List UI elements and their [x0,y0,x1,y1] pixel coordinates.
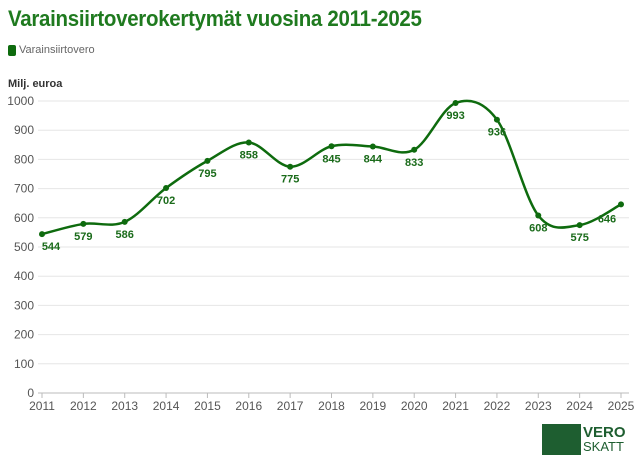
y-tick-label: 400 [14,269,34,283]
y-tick-label: 300 [14,298,34,312]
y-tick-label: 1000 [7,94,34,108]
data-point [245,139,252,146]
x-tick-label: 2014 [153,399,180,413]
data-label: 936 [488,127,506,139]
data-label: 833 [405,157,423,169]
x-tick-label: 2024 [566,399,593,413]
x-tick-label: 2023 [525,399,552,413]
y-tick-label: 800 [14,152,34,166]
x-tick-label: 2012 [70,399,97,413]
y-tick-label: 900 [14,123,34,137]
data-point [287,163,294,170]
y-tick-label: 0 [27,386,34,400]
x-tick-label: 2025 [608,399,635,413]
data-label: 993 [446,110,464,122]
x-tick-label: 2022 [484,399,511,413]
data-label: 575 [570,232,588,244]
legend-swatch [8,44,16,56]
data-label: 845 [322,153,340,165]
data-point [452,100,459,107]
data-label: 795 [198,168,216,180]
data-point [121,218,128,225]
y-tick-label: 600 [14,211,34,225]
data-point [493,116,500,123]
data-point [618,201,624,208]
data-point [535,212,542,219]
data-label: 646 [598,213,616,225]
data-label: 702 [157,195,175,207]
x-tick-label: 2011 [29,399,55,413]
data-point [369,143,376,150]
x-tick-label: 2016 [235,399,262,413]
legend-label: Varainsiirtovero [19,44,95,56]
x-tick-label: 2015 [194,399,221,413]
y-axis-label: Milj. euroa [8,78,63,90]
chart-title: Varainsiirtoverokertymät vuosina 2011-20… [8,6,422,31]
data-label: 608 [529,222,547,234]
logo-line2: SKATT [583,438,624,454]
y-tick-label: 500 [14,240,34,254]
data-label: 586 [116,229,134,241]
x-tick-label: 2020 [401,399,428,413]
x-tick-label: 2021 [442,399,469,413]
y-tick-label: 200 [14,328,34,342]
series-line [41,99,622,236]
data-point [576,222,583,229]
logo-emblem-icon [542,424,581,455]
data-label: 858 [240,149,258,161]
data-point [39,231,45,238]
x-tick-label: 2018 [318,399,345,413]
data-label: 775 [281,174,299,186]
data-point [163,185,170,192]
legend: Varainsiirtovero [8,44,95,56]
data-label: 544 [42,241,61,253]
data-point [411,146,418,153]
logo-line1: VERO [583,423,626,441]
x-tick-label: 2019 [360,399,387,413]
data-label: 579 [74,231,92,243]
data-point [204,157,211,164]
data-point [80,220,87,227]
x-tick-label: 2013 [111,399,138,413]
vero-skatt-logo: VERO SKATT [542,424,626,455]
data-label: 844 [364,154,383,166]
x-tick-label: 2017 [277,399,304,413]
y-tick-label: 100 [14,357,34,371]
data-point [328,143,335,150]
y-tick-label: 700 [14,182,34,196]
